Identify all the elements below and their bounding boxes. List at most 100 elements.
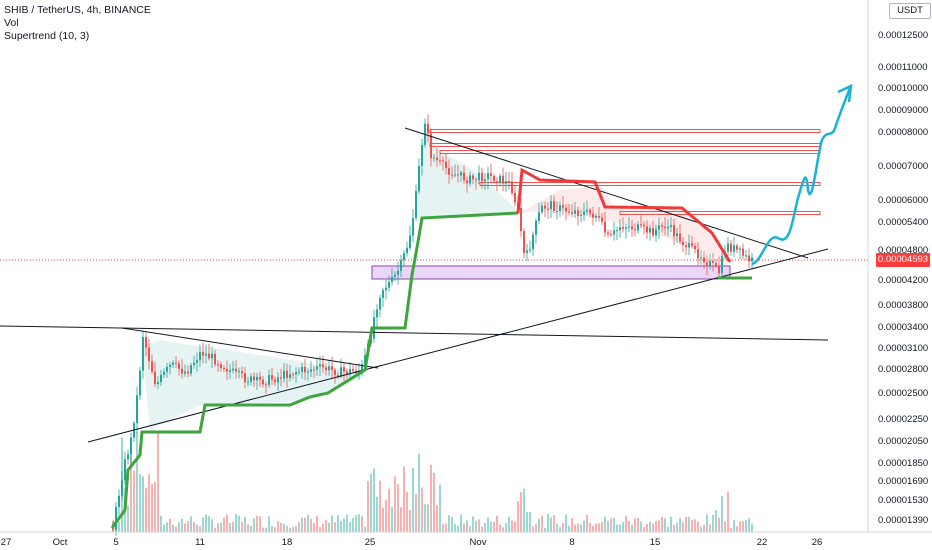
candle-body: [232, 368, 234, 371]
volume-bar: [391, 506, 393, 532]
volume-bar: [397, 484, 399, 532]
volume-bar: [145, 488, 147, 532]
candle-body: [445, 161, 447, 169]
candle-body: [310, 369, 312, 372]
candle-body: [430, 133, 432, 159]
candle-body: [433, 157, 435, 159]
support-zone: [371, 265, 731, 280]
candle-body: [223, 367, 225, 369]
volume-bar: [472, 516, 474, 532]
volume-bar: [751, 523, 753, 532]
candle-body: [196, 360, 198, 363]
price-tick-label: 0.00004800: [878, 245, 928, 256]
supertrend-down-line: [516, 167, 732, 263]
candle-body: [145, 337, 147, 348]
candle-body: [613, 230, 615, 235]
candle-body: [148, 347, 150, 362]
volume-bar: [721, 495, 723, 532]
price-tick-label: 0.00002050: [878, 436, 928, 447]
horizontal-trendline: [0, 325, 829, 341]
volume-bar: [310, 519, 312, 532]
candle-body: [568, 211, 570, 213]
volume-bar: [406, 491, 408, 532]
price-tick-label: 0.00012500: [878, 30, 928, 41]
candle-body: [322, 364, 324, 368]
volume-bar: [205, 514, 207, 532]
volume-bar: [325, 519, 327, 532]
candle-body: [289, 374, 291, 378]
candle-body: [514, 192, 516, 203]
volume-bar: [292, 526, 294, 532]
volume-bar: [670, 516, 672, 532]
candle-body: [679, 233, 681, 242]
volume-bar: [178, 522, 180, 532]
currency-selector[interactable]: USDT: [889, 3, 931, 19]
candle-body: [262, 379, 264, 385]
volume-bar: [529, 511, 531, 532]
candle-body: [238, 371, 240, 373]
price-tick-label: 0.00004200: [878, 275, 928, 286]
volume-bar: [559, 527, 561, 532]
candle-body: [535, 220, 537, 235]
volume-bar: [337, 515, 339, 532]
volume-bar: [700, 526, 702, 532]
candle-body: [421, 144, 423, 166]
volume-bar: [427, 504, 429, 532]
time-tick-label: 15: [650, 537, 661, 548]
candle-body: [361, 364, 363, 371]
volume-bar: [139, 474, 141, 532]
volume-bar: [304, 517, 306, 532]
volume-bar: [550, 517, 552, 532]
candle-body: [418, 165, 420, 192]
supertrend-lines: [110, 167, 752, 529]
candle-body: [529, 249, 531, 251]
volume-bar: [736, 526, 738, 532]
time-tick-label: Oct: [53, 537, 68, 548]
volume-bar: [520, 492, 522, 532]
candle-body: [466, 180, 468, 184]
volume-bar: [127, 505, 129, 532]
legend-vol[interactable]: Vol: [4, 17, 19, 29]
candle-body: [454, 174, 456, 176]
candle-body: [745, 255, 747, 257]
volume-bar: [595, 523, 597, 532]
candle-body: [508, 181, 510, 183]
volume-bar: [646, 524, 648, 532]
candle-body: [259, 376, 261, 380]
supertrend-fills: [142, 130, 728, 430]
volume-bar: [232, 521, 234, 532]
legend-symbol[interactable]: SHIB / TetherUS, 4h, BINANCE: [4, 4, 151, 16]
candle-body: [193, 362, 195, 366]
projection-line: [751, 87, 852, 266]
legend-supertrend[interactable]: Supertrend (10, 3): [4, 30, 90, 42]
candle-body: [730, 243, 732, 252]
candle-body: [115, 506, 117, 530]
volume-bar: [385, 499, 387, 532]
volume-bar: [628, 521, 630, 532]
volume-bar: [547, 514, 549, 532]
candle-body: [658, 225, 660, 230]
volume-bar: [316, 515, 318, 532]
candle-body: [673, 225, 675, 236]
candle-body: [340, 367, 342, 377]
volume-bar: [673, 524, 675, 532]
volume-bar: [154, 482, 156, 532]
volume-bar: [136, 432, 138, 532]
volume-bar: [463, 523, 465, 532]
candle-body: [634, 229, 636, 231]
price-tick-label: 0.00001390: [878, 515, 928, 526]
volume-bar: [244, 516, 246, 532]
volume-bar: [262, 527, 264, 532]
volume-bar: [289, 527, 291, 532]
candle-body: [481, 172, 483, 182]
candle-body: [616, 230, 618, 232]
volume-bar: [151, 483, 153, 532]
candle-body: [526, 250, 528, 253]
candle-body: [595, 215, 597, 218]
price-tick-label: 0.00001690: [878, 476, 928, 487]
candle-body: [409, 235, 411, 248]
volume-bar: [724, 521, 726, 532]
volume-bar: [634, 518, 636, 532]
volume-bar: [679, 518, 681, 532]
